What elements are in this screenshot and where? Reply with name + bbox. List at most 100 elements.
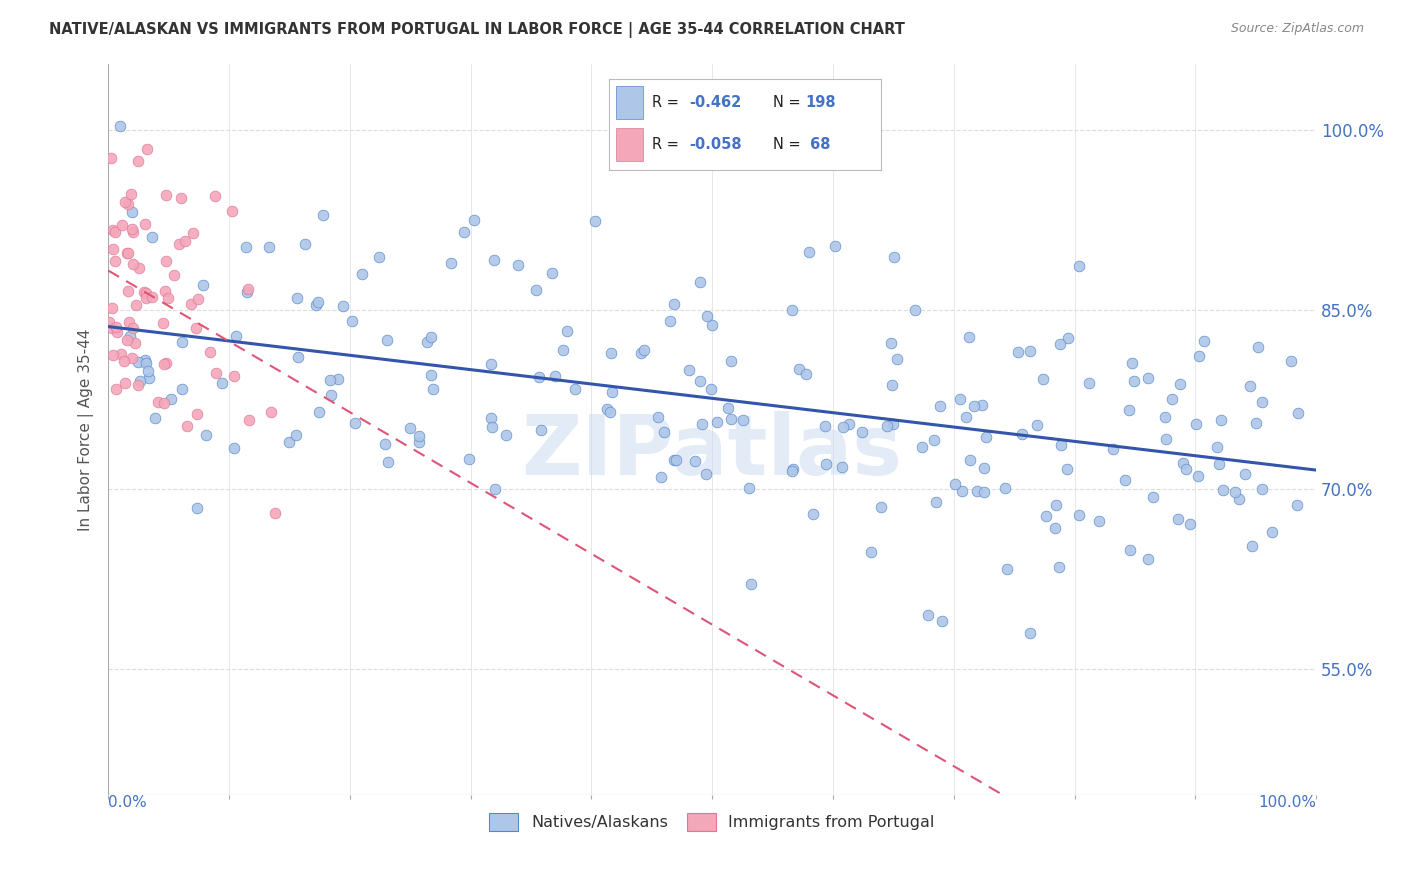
Point xyxy=(155,187,177,202)
Point xyxy=(929,399,952,413)
Point xyxy=(869,500,891,514)
Point xyxy=(135,286,157,301)
Text: 100.0%: 100.0% xyxy=(1258,795,1316,810)
Point xyxy=(555,324,578,338)
Point xyxy=(408,434,430,449)
Point xyxy=(685,454,707,468)
Point xyxy=(1087,514,1109,528)
Point xyxy=(319,373,342,387)
Point xyxy=(479,411,502,425)
Point xyxy=(527,369,550,384)
Point xyxy=(1123,375,1146,389)
Point xyxy=(127,378,149,392)
Point xyxy=(922,433,945,447)
Point xyxy=(285,291,308,305)
Point xyxy=(415,335,437,350)
Point xyxy=(815,457,838,471)
Point xyxy=(326,372,349,386)
Point xyxy=(235,240,257,254)
Point xyxy=(136,364,159,378)
Point xyxy=(633,343,655,357)
Point xyxy=(453,225,475,239)
Point xyxy=(101,321,124,335)
Point xyxy=(1251,483,1274,497)
Point xyxy=(479,357,502,371)
Point xyxy=(482,252,505,267)
Point xyxy=(599,405,621,419)
Point xyxy=(124,336,146,351)
Point xyxy=(1007,344,1029,359)
Point xyxy=(801,507,824,521)
Point xyxy=(114,376,136,390)
Point xyxy=(120,187,142,202)
Point xyxy=(1279,354,1302,368)
Point xyxy=(155,285,177,299)
Point xyxy=(344,417,367,431)
Point xyxy=(1142,490,1164,504)
Point xyxy=(198,345,221,359)
Point xyxy=(222,368,245,383)
Point xyxy=(972,398,994,412)
Point xyxy=(706,415,728,429)
Point xyxy=(305,298,328,312)
Point xyxy=(652,425,675,440)
Point xyxy=(973,461,995,475)
Point xyxy=(1119,543,1142,558)
Point xyxy=(159,392,181,406)
Point xyxy=(138,371,160,385)
Point xyxy=(1069,508,1091,522)
Point xyxy=(153,357,176,371)
Point xyxy=(851,425,873,439)
Point xyxy=(191,277,214,292)
Point xyxy=(152,316,174,330)
Point xyxy=(211,376,233,390)
Point xyxy=(481,419,503,434)
Point xyxy=(101,242,124,256)
Point xyxy=(1251,395,1274,409)
Point xyxy=(311,208,333,222)
Point xyxy=(176,419,198,434)
Point xyxy=(1178,516,1201,531)
Point xyxy=(647,410,669,425)
Point xyxy=(1019,626,1042,640)
Point xyxy=(950,483,973,498)
Point xyxy=(1192,334,1215,348)
Point xyxy=(1240,539,1263,553)
Point xyxy=(134,217,156,231)
Point xyxy=(98,315,121,329)
Point xyxy=(112,353,135,368)
Point xyxy=(782,461,804,475)
Point xyxy=(484,482,506,496)
Point xyxy=(172,335,194,350)
Point xyxy=(105,326,128,340)
Point xyxy=(962,400,984,414)
Point xyxy=(665,452,688,467)
Point xyxy=(155,253,177,268)
Point xyxy=(876,419,898,434)
Point xyxy=(120,329,142,343)
Point xyxy=(236,282,259,296)
Point xyxy=(141,230,163,244)
Point xyxy=(664,297,686,311)
Point xyxy=(738,481,761,495)
Point xyxy=(886,351,908,366)
Point xyxy=(170,382,193,396)
Point xyxy=(692,417,714,431)
Point xyxy=(294,237,316,252)
Point xyxy=(1223,485,1246,500)
Point xyxy=(530,423,553,437)
Point xyxy=(1011,427,1033,442)
Point xyxy=(118,315,141,329)
Point xyxy=(420,330,443,344)
Point xyxy=(495,427,517,442)
Point xyxy=(104,254,127,268)
Point xyxy=(564,382,586,396)
Point xyxy=(1043,521,1066,535)
Point xyxy=(1188,349,1211,363)
Point xyxy=(1032,372,1054,386)
Point xyxy=(650,470,672,484)
Point xyxy=(117,196,139,211)
Point xyxy=(1045,498,1067,512)
Point xyxy=(186,501,208,516)
Point xyxy=(832,419,855,434)
